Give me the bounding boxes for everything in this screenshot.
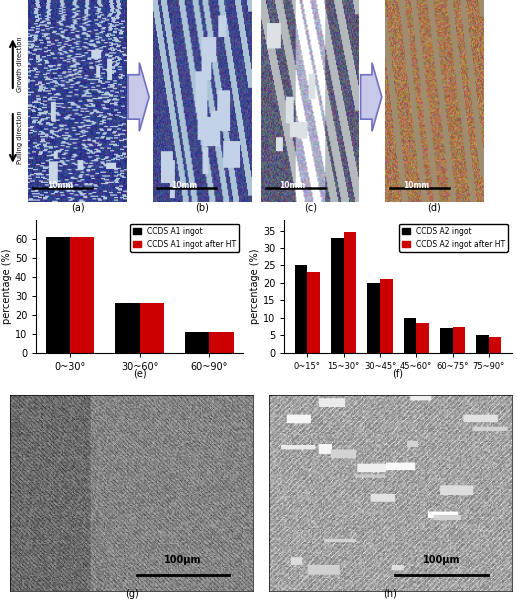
Text: 10mm: 10mm xyxy=(47,181,73,190)
Bar xyxy=(115,303,140,353)
Text: 100μm: 100μm xyxy=(164,555,202,566)
Bar xyxy=(476,335,489,353)
Bar xyxy=(185,332,209,353)
Text: Pulling direction: Pulling direction xyxy=(18,110,23,164)
Legend: CCDS A1 ingot, CCDS A1 ingot after HT: CCDS A1 ingot, CCDS A1 ingot after HT xyxy=(130,224,239,252)
Text: 10mm: 10mm xyxy=(279,181,306,190)
Bar xyxy=(344,232,356,353)
Text: (g): (g) xyxy=(125,589,139,599)
Text: (h): (h) xyxy=(384,589,397,599)
Bar xyxy=(308,273,320,353)
Bar xyxy=(70,237,94,353)
Y-axis label: percentage (%): percentage (%) xyxy=(250,248,260,324)
Text: Growth direction: Growth direction xyxy=(18,37,23,92)
Bar xyxy=(331,238,344,353)
Bar xyxy=(404,318,416,353)
Text: 100μm: 100μm xyxy=(422,555,460,566)
Bar xyxy=(367,283,380,353)
Text: 10mm: 10mm xyxy=(171,181,197,190)
Text: (d): (d) xyxy=(428,202,441,212)
Bar xyxy=(440,328,452,353)
Bar xyxy=(452,327,465,353)
FancyArrow shape xyxy=(361,63,382,131)
Text: (e): (e) xyxy=(133,368,146,379)
Bar xyxy=(45,237,70,353)
Text: (b): (b) xyxy=(195,202,208,212)
Text: 10mm: 10mm xyxy=(403,181,430,190)
FancyArrow shape xyxy=(128,63,149,131)
Bar xyxy=(416,323,429,353)
Bar xyxy=(209,332,234,353)
Y-axis label: percentage (%): percentage (%) xyxy=(2,248,12,324)
Bar xyxy=(295,265,308,353)
Bar xyxy=(380,279,392,353)
Text: (a): (a) xyxy=(71,202,84,212)
Bar xyxy=(140,303,164,353)
Legend: CCDS A2 ingot, CCDS A2 ingot after HT: CCDS A2 ingot, CCDS A2 ingot after HT xyxy=(399,224,508,252)
Bar xyxy=(489,337,501,353)
Text: (f): (f) xyxy=(392,368,404,379)
Text: (c): (c) xyxy=(303,202,317,212)
